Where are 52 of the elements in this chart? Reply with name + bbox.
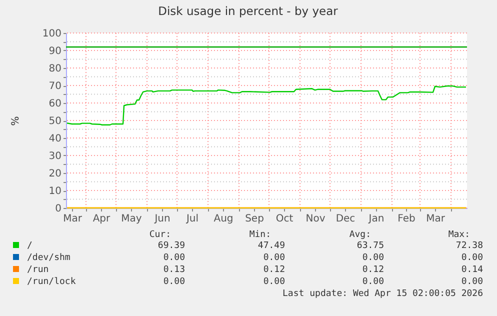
text: Last update: Wed Apr 15 02:00:05 2026: [282, 289, 483, 299]
text: 0.00: [461, 277, 483, 287]
y-axis-title: %: [10, 116, 22, 126]
text: 0.00: [163, 253, 185, 263]
x-tick-label: Apr: [92, 214, 112, 224]
y-tick-label: 30: [48, 151, 62, 162]
x-tick-label: Jun: [154, 214, 170, 224]
y-tick-label: 50: [48, 116, 62, 127]
text: 0.12: [263, 265, 285, 275]
x-tick-label: Jan: [368, 214, 384, 224]
text: 0.00: [461, 253, 483, 263]
x-tick-label: May: [121, 214, 142, 224]
text: 47.49: [258, 241, 285, 251]
text: 0.13: [163, 265, 185, 275]
x-tick-label: Mar: [426, 214, 446, 224]
text: 0.00: [362, 253, 384, 263]
x-tick-label: Sep: [245, 214, 264, 224]
y-tick-label: 40: [48, 134, 62, 144]
line-series: [66, 85, 467, 126]
x-tick-label: Oct: [276, 214, 294, 224]
y-tick-label: 0: [55, 204, 62, 214]
x-tick-label: Mar: [63, 214, 83, 224]
y-tick-label: 20: [48, 168, 62, 180]
y-tick-label: 100: [42, 28, 62, 40]
y-tick-label: 90: [48, 46, 62, 57]
text: 0.12: [362, 265, 384, 275]
text: 0.00: [263, 253, 285, 263]
x-tick-label: Aug: [214, 214, 234, 224]
y-tick-label: 80: [48, 64, 62, 74]
text: Max:: [448, 230, 470, 240]
text: Cur:: [149, 230, 171, 240]
x-tick-label: Dec: [336, 214, 356, 224]
legend-label: /: [27, 241, 32, 251]
y-tick-label: 60: [48, 98, 62, 110]
y-tick-label: 10: [48, 186, 62, 197]
text: 0.00: [163, 277, 185, 287]
text: Avg:: [349, 230, 371, 240]
legend-label: /run: [27, 265, 49, 275]
text: 0.14: [461, 265, 483, 275]
chart-title: Disk usage in percent - by year: [158, 4, 338, 18]
x-tick-label: Nov: [306, 214, 326, 224]
text: 69.39: [158, 241, 185, 251]
legend-label: /dev/shm: [27, 253, 70, 263]
text: 72.38: [456, 241, 483, 251]
y-tick-label: 70: [48, 81, 62, 92]
x-tick-label: Jul: [185, 214, 199, 224]
x-tick-label: Feb: [398, 214, 416, 224]
text: 0.00: [263, 277, 285, 287]
text: 0.00: [362, 277, 384, 287]
text: Min:: [249, 230, 271, 240]
legend-label: /run/lock: [27, 277, 76, 287]
text: 63.75: [356, 241, 384, 251]
